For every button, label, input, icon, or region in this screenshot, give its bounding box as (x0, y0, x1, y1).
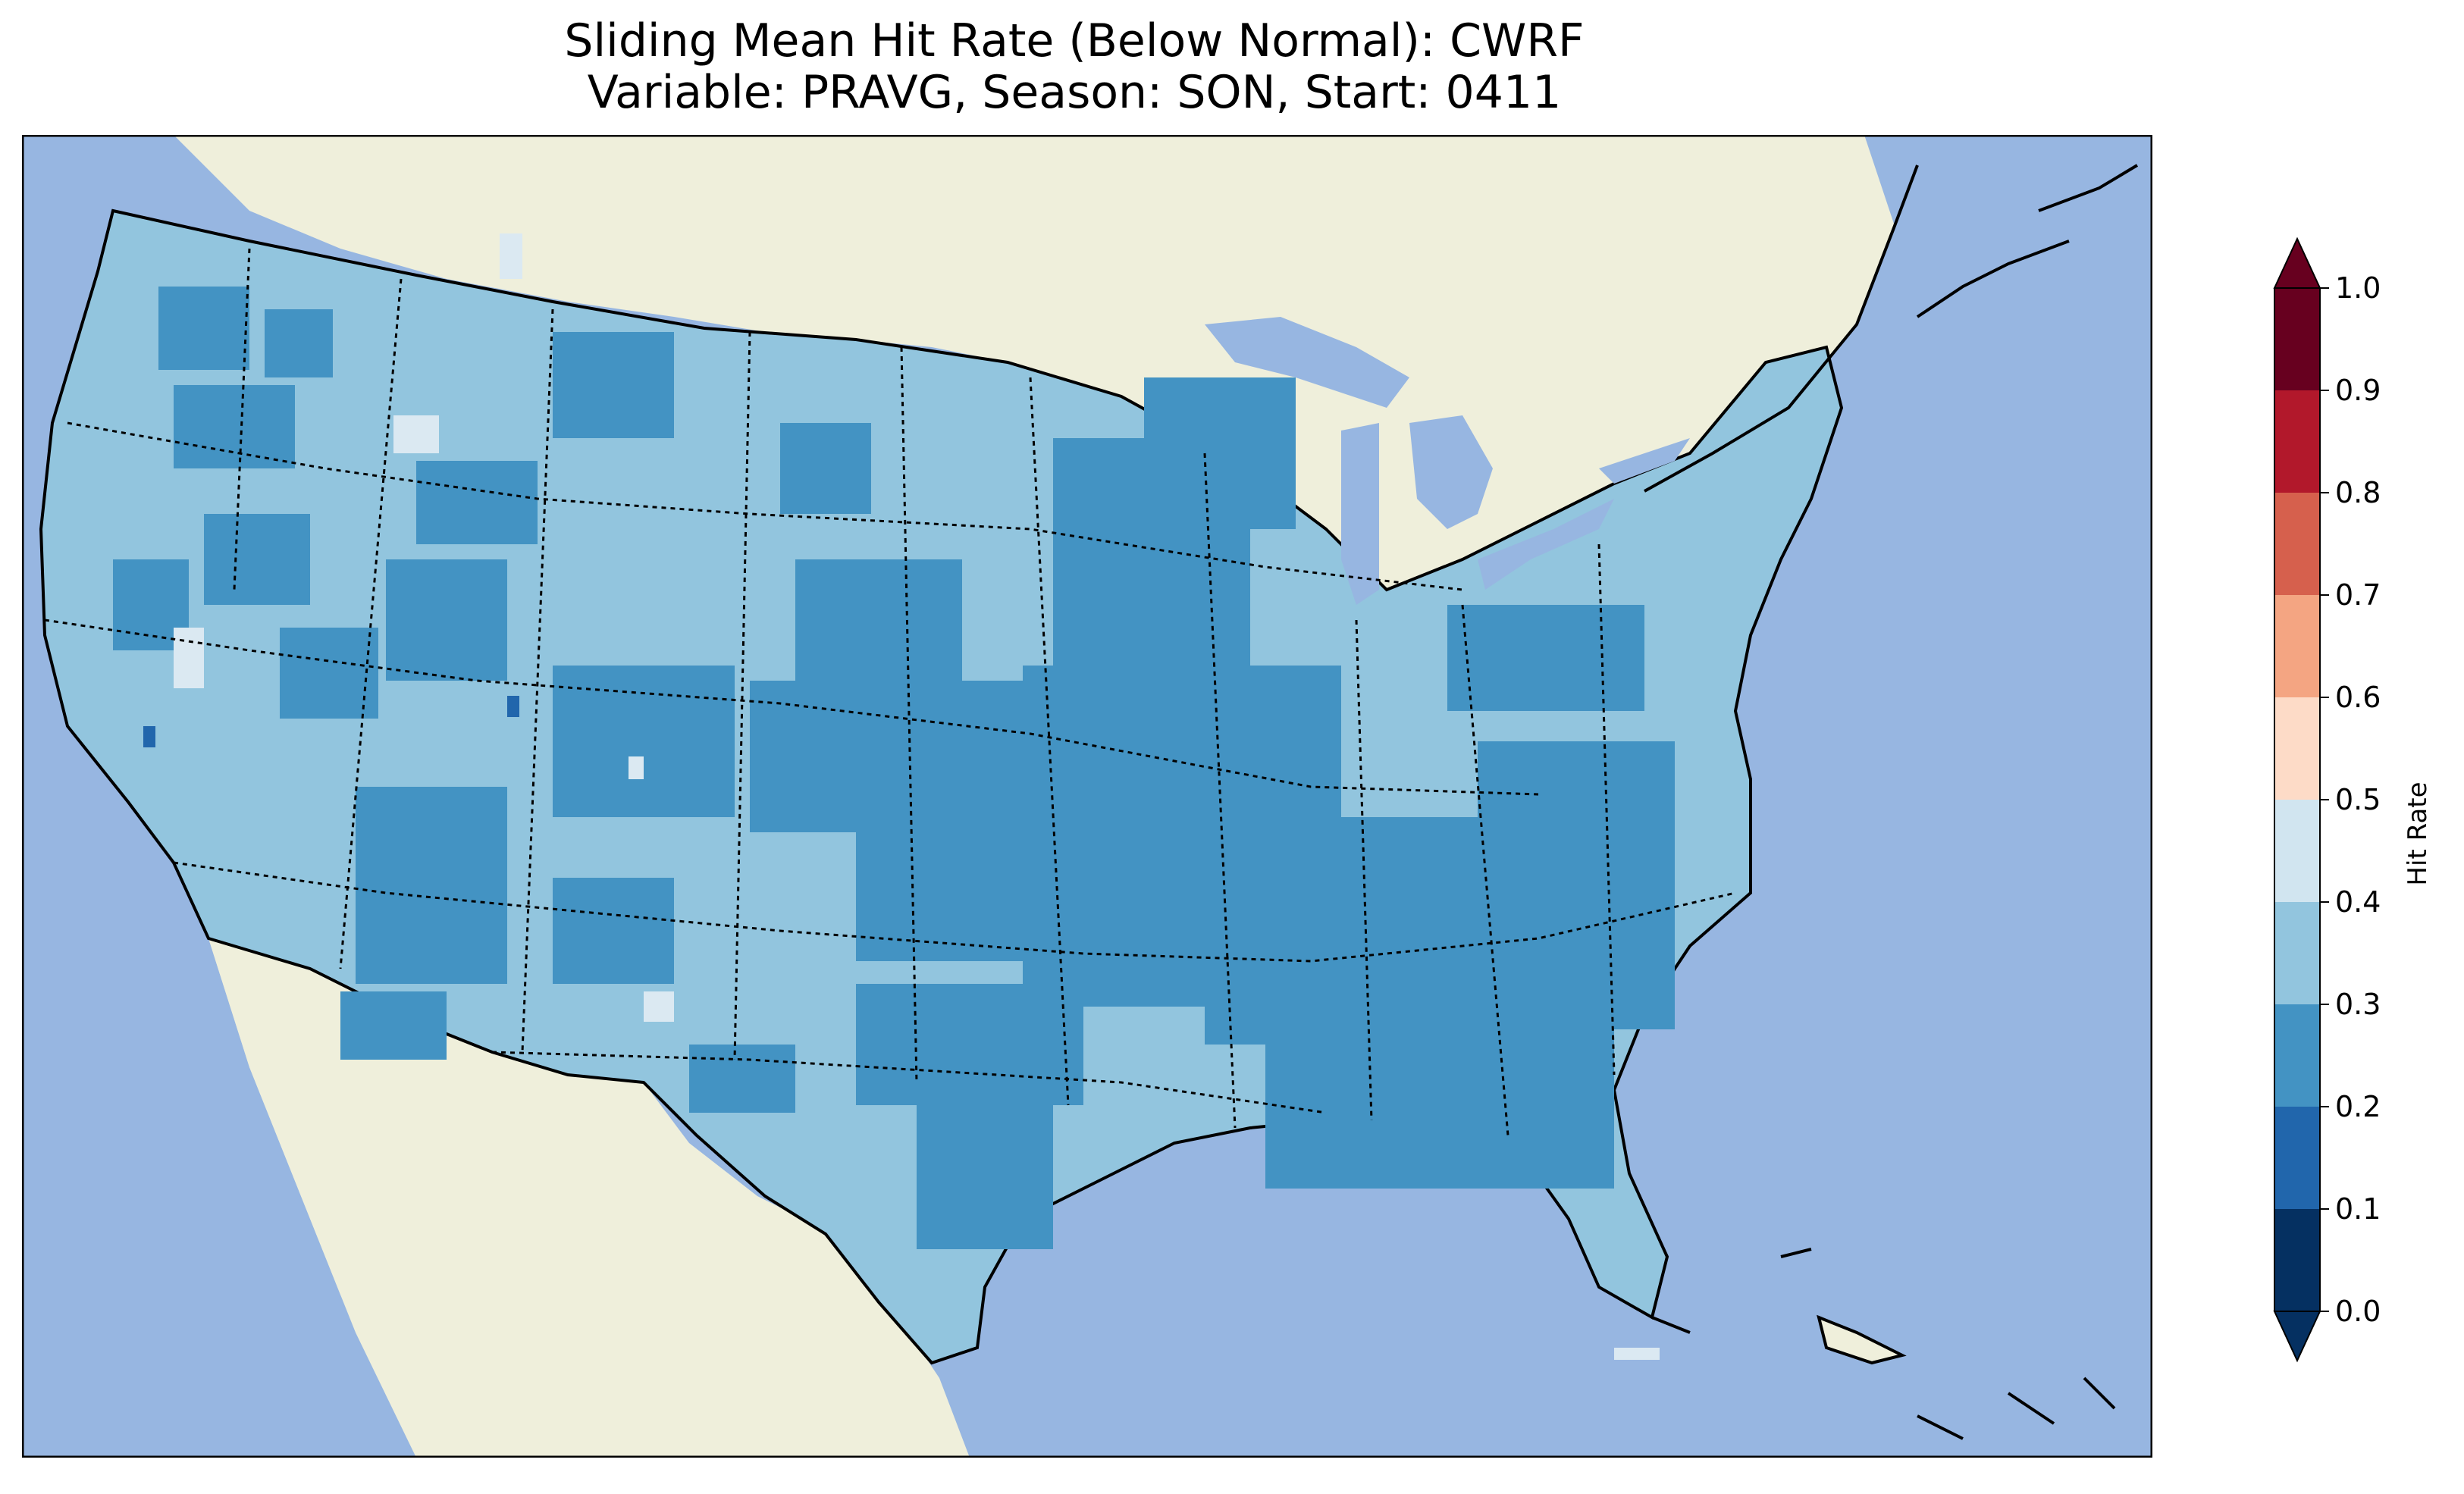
colorbar-segment (2274, 493, 2320, 595)
state-borders (44, 248, 1736, 1136)
colorbar: 0.0 0.1 0.2 0.3 0.4 0.5 0.6 0.7 0.8 0.9 1.0 Hit Ra… (2273, 236, 2433, 1363)
colorbar-tick-label: 0.0 (2335, 1295, 2381, 1328)
baja-peninsula (208, 938, 462, 1458)
colorbar-tick-label: 0.1 (2335, 1192, 2381, 1226)
map-title-line-1: Sliding Mean Hit Rate (Below Normal): CW… (564, 14, 1585, 67)
colorbar-tick-label: 0.6 (2335, 681, 2381, 714)
colorbar-ticks: 0.0 0.1 0.2 0.3 0.4 0.5 0.6 0.7 0.8 0.9 1.0 (2320, 271, 2381, 1328)
colorbar-segment (2274, 697, 2320, 800)
colorbar-tick-label: 0.4 (2335, 885, 2381, 919)
map-border (22, 135, 2152, 1458)
coastlines (1644, 164, 2139, 1440)
colorbar-tick-label: 0.5 (2335, 783, 2381, 816)
colorbar-segment (2274, 1209, 2320, 1311)
colorbar-tick-label: 0.7 (2335, 578, 2381, 612)
hit-rate-cells-0.1-0.2 (143, 696, 519, 747)
colorbar-tick-label: 0.3 (2335, 988, 2381, 1021)
colorbar-segment (2274, 902, 2320, 1004)
cuba-island (1817, 1314, 1907, 1365)
colorbar-segment (2274, 595, 2320, 697)
colorbar-extend-min (2273, 1311, 2321, 1363)
colorbar-segment (2274, 390, 2320, 493)
map-plot (22, 135, 2152, 1458)
colorbar-segment (2274, 800, 2320, 902)
colorbar-segment (2274, 288, 2320, 390)
colorbar-tick-label: 1.0 (2335, 271, 2381, 305)
colorbar-extend-max (2273, 236, 2321, 289)
colorbar-tick-label: 0.9 (2335, 374, 2381, 407)
colorbar-axis-label: Hit Rate (2403, 781, 2433, 885)
colorbar-segment (2274, 1004, 2320, 1107)
great-lakes (1205, 317, 1690, 605)
map-title-line-2: Variable: PRAVG, Season: SON, Start: 041… (587, 66, 1562, 119)
hit-rate-cells-0.4-0.5 (174, 233, 1660, 1360)
colorbar-tick-label: 0.2 (2335, 1090, 2381, 1123)
colorbar-cells (2273, 236, 2321, 1363)
colorbar-segment (2274, 1107, 2320, 1209)
colorbar-tick-label: 0.8 (2335, 476, 2381, 509)
